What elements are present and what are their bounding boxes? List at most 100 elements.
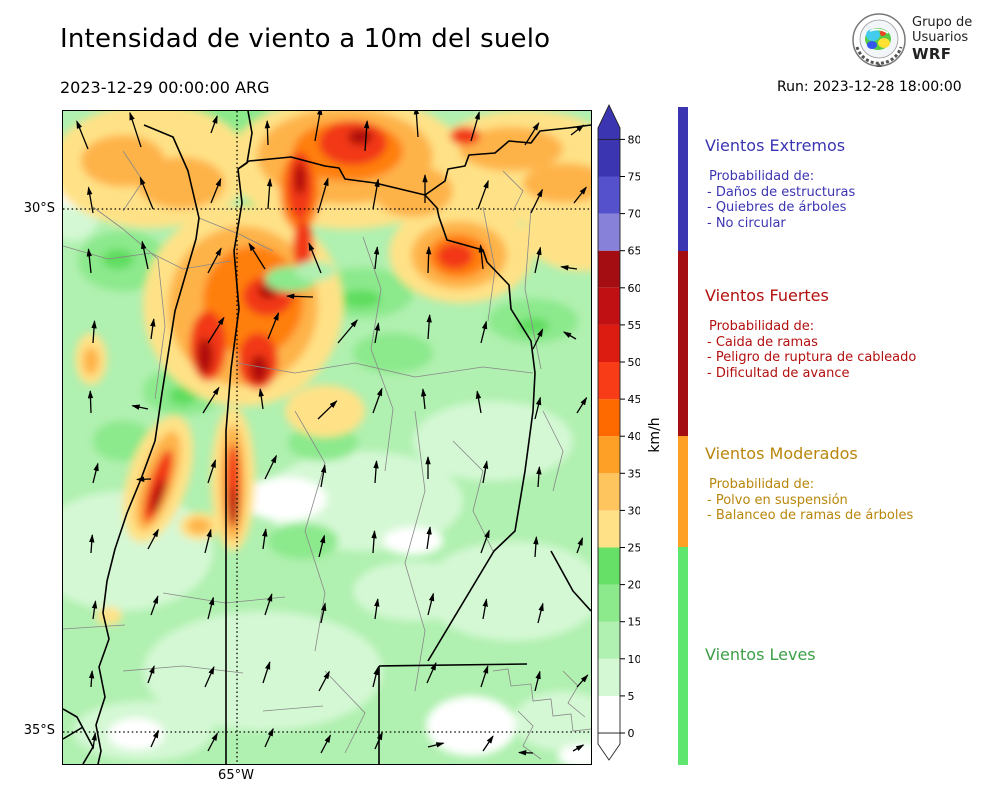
wind-arrow bbox=[204, 528, 212, 554]
wind-arrow bbox=[374, 598, 380, 620]
colorbar-tick-label: 0 bbox=[628, 727, 635, 740]
wind-arrow bbox=[320, 464, 327, 488]
category-bar-segment-moderados bbox=[678, 436, 688, 548]
wind-arrow bbox=[264, 727, 274, 748]
wind-arrow bbox=[131, 404, 149, 410]
wind-arrow bbox=[262, 528, 268, 550]
legend-block-title: Vientos Moderados bbox=[705, 444, 858, 463]
colorbar-tick-label: 45 bbox=[628, 393, 641, 406]
wind-arrow bbox=[374, 322, 380, 344]
wind-arrow bbox=[317, 400, 338, 420]
wind-arrow bbox=[318, 670, 330, 692]
lon-label-65w: 65°W bbox=[218, 768, 254, 783]
wind-arrow bbox=[317, 177, 329, 214]
colorbar-tick-label: 15 bbox=[628, 616, 641, 629]
wind-arrow bbox=[248, 242, 266, 270]
wind-arrow bbox=[207, 247, 222, 274]
lat-label-35s: 35°S bbox=[23, 723, 55, 738]
run-time-label: Run: 2023-12-28 18:00:00 bbox=[777, 79, 962, 95]
legend-probability-label: Probabilidad de: bbox=[709, 477, 815, 492]
wind-arrow bbox=[427, 742, 445, 748]
wind-arrow bbox=[372, 666, 379, 688]
wind-arrow bbox=[264, 593, 273, 616]
wind-arrow bbox=[477, 179, 489, 210]
colorbar-cell bbox=[598, 213, 620, 251]
colorbar: 0 5 10 15 20 25 30 35 40 45 50 55 60 65 70 75 80 bbox=[597, 103, 641, 761]
legend-item: - Caida de ramas bbox=[707, 334, 818, 350]
colorbar-tick-label: 35 bbox=[628, 467, 641, 480]
colorbar-cell bbox=[598, 362, 620, 400]
legend-block-title: Vientos Fuertes bbox=[705, 286, 829, 305]
wind-arrow bbox=[426, 526, 432, 550]
wind-arrow bbox=[562, 331, 577, 340]
wind-arrow bbox=[264, 119, 271, 146]
wind-arrow bbox=[532, 328, 544, 350]
wrf-users-group-logo: Grupo de Usuarios WRF bbox=[850, 11, 972, 69]
colorbar-cell bbox=[598, 695, 620, 733]
legend-probability-label: Probabilidad de: bbox=[709, 319, 815, 334]
colorbar-cell bbox=[598, 176, 620, 214]
wind-arrow bbox=[86, 248, 92, 274]
wind-arrow bbox=[89, 534, 95, 554]
wind-arrow bbox=[524, 122, 540, 146]
wind-arrow bbox=[576, 396, 588, 414]
legend-item: - Quiebres de árboles bbox=[707, 200, 847, 216]
wind-arrow bbox=[480, 529, 490, 554]
wind-arrow bbox=[534, 246, 542, 274]
colorbar-tick-label: 10 bbox=[628, 653, 641, 666]
legend-item: - Polvo en suspensión bbox=[707, 492, 848, 508]
lat-label-30s: 30°S bbox=[23, 201, 55, 216]
wind-arrow bbox=[413, 111, 420, 138]
colorbar-tick-label: 65 bbox=[628, 245, 641, 258]
legend-block-3: Vientos Moderados Probabilidad de: - Polvo… bbox=[705, 444, 995, 524]
legend-item: - Daños de estructuras bbox=[707, 184, 856, 200]
wind-arrow bbox=[147, 528, 159, 550]
wind-arrow bbox=[373, 460, 379, 484]
wind-arrow bbox=[426, 314, 432, 340]
legend-item: - Balanceo de ramas de árboles bbox=[707, 508, 914, 524]
wind-arrow bbox=[207, 596, 215, 620]
wind-arrow bbox=[482, 735, 494, 752]
wind-arrow bbox=[129, 111, 142, 148]
legend-block-2: Vientos Fuertes Probabilidad de: - Caida d… bbox=[705, 286, 995, 381]
wind-arrow bbox=[560, 265, 578, 271]
wind-arrow bbox=[314, 111, 323, 142]
province-boundaries bbox=[63, 111, 591, 764]
colorbar-cell bbox=[598, 621, 620, 659]
colorbar-tick-label: 50 bbox=[628, 356, 641, 369]
colorbar-tick-label: 55 bbox=[628, 319, 641, 332]
wind-arrow bbox=[207, 316, 225, 344]
wind-arrow bbox=[426, 661, 437, 684]
wind-arrow bbox=[534, 670, 541, 692]
legend-item: - No circular bbox=[707, 215, 786, 231]
page-title: Intensidad de viento a 10m del suelo bbox=[60, 24, 551, 54]
legend-items: - Polvo en suspensión - Balanceo de ramas… bbox=[707, 493, 995, 524]
wind-arrow bbox=[573, 186, 587, 204]
category-bar-segment-extremos bbox=[678, 107, 688, 251]
wind-arrow bbox=[91, 320, 97, 344]
logo-line2: Usuarios bbox=[912, 30, 969, 46]
wind-map bbox=[62, 110, 592, 765]
wind-arrow bbox=[141, 240, 149, 270]
category-bar bbox=[678, 107, 688, 765]
logo-line3: WRF bbox=[912, 45, 952, 64]
wind-arrow bbox=[533, 536, 539, 558]
wind-arrow bbox=[285, 293, 314, 300]
colorbar-tick-label: 75 bbox=[628, 171, 641, 184]
legend-items: - Caida de ramas - Peligro de ruptura de … bbox=[707, 335, 995, 382]
wind-arrow bbox=[264, 454, 277, 480]
colorbar-cell bbox=[598, 324, 620, 362]
wind-arrow bbox=[427, 592, 435, 616]
wind-arrow bbox=[320, 734, 331, 754]
wind-map-canvas bbox=[63, 111, 591, 764]
wind-arrow bbox=[147, 665, 155, 684]
colorbar-tick-label: 20 bbox=[628, 579, 641, 592]
colorbar-cell bbox=[598, 547, 620, 585]
wind-arrow bbox=[371, 530, 377, 554]
wind-arrow bbox=[470, 111, 480, 142]
wind-arrow bbox=[530, 188, 543, 214]
wind-arrow bbox=[210, 115, 218, 134]
wind-arrow bbox=[337, 319, 358, 344]
colorbar-tick-label: 70 bbox=[628, 208, 641, 221]
wind-arrow bbox=[576, 674, 589, 688]
